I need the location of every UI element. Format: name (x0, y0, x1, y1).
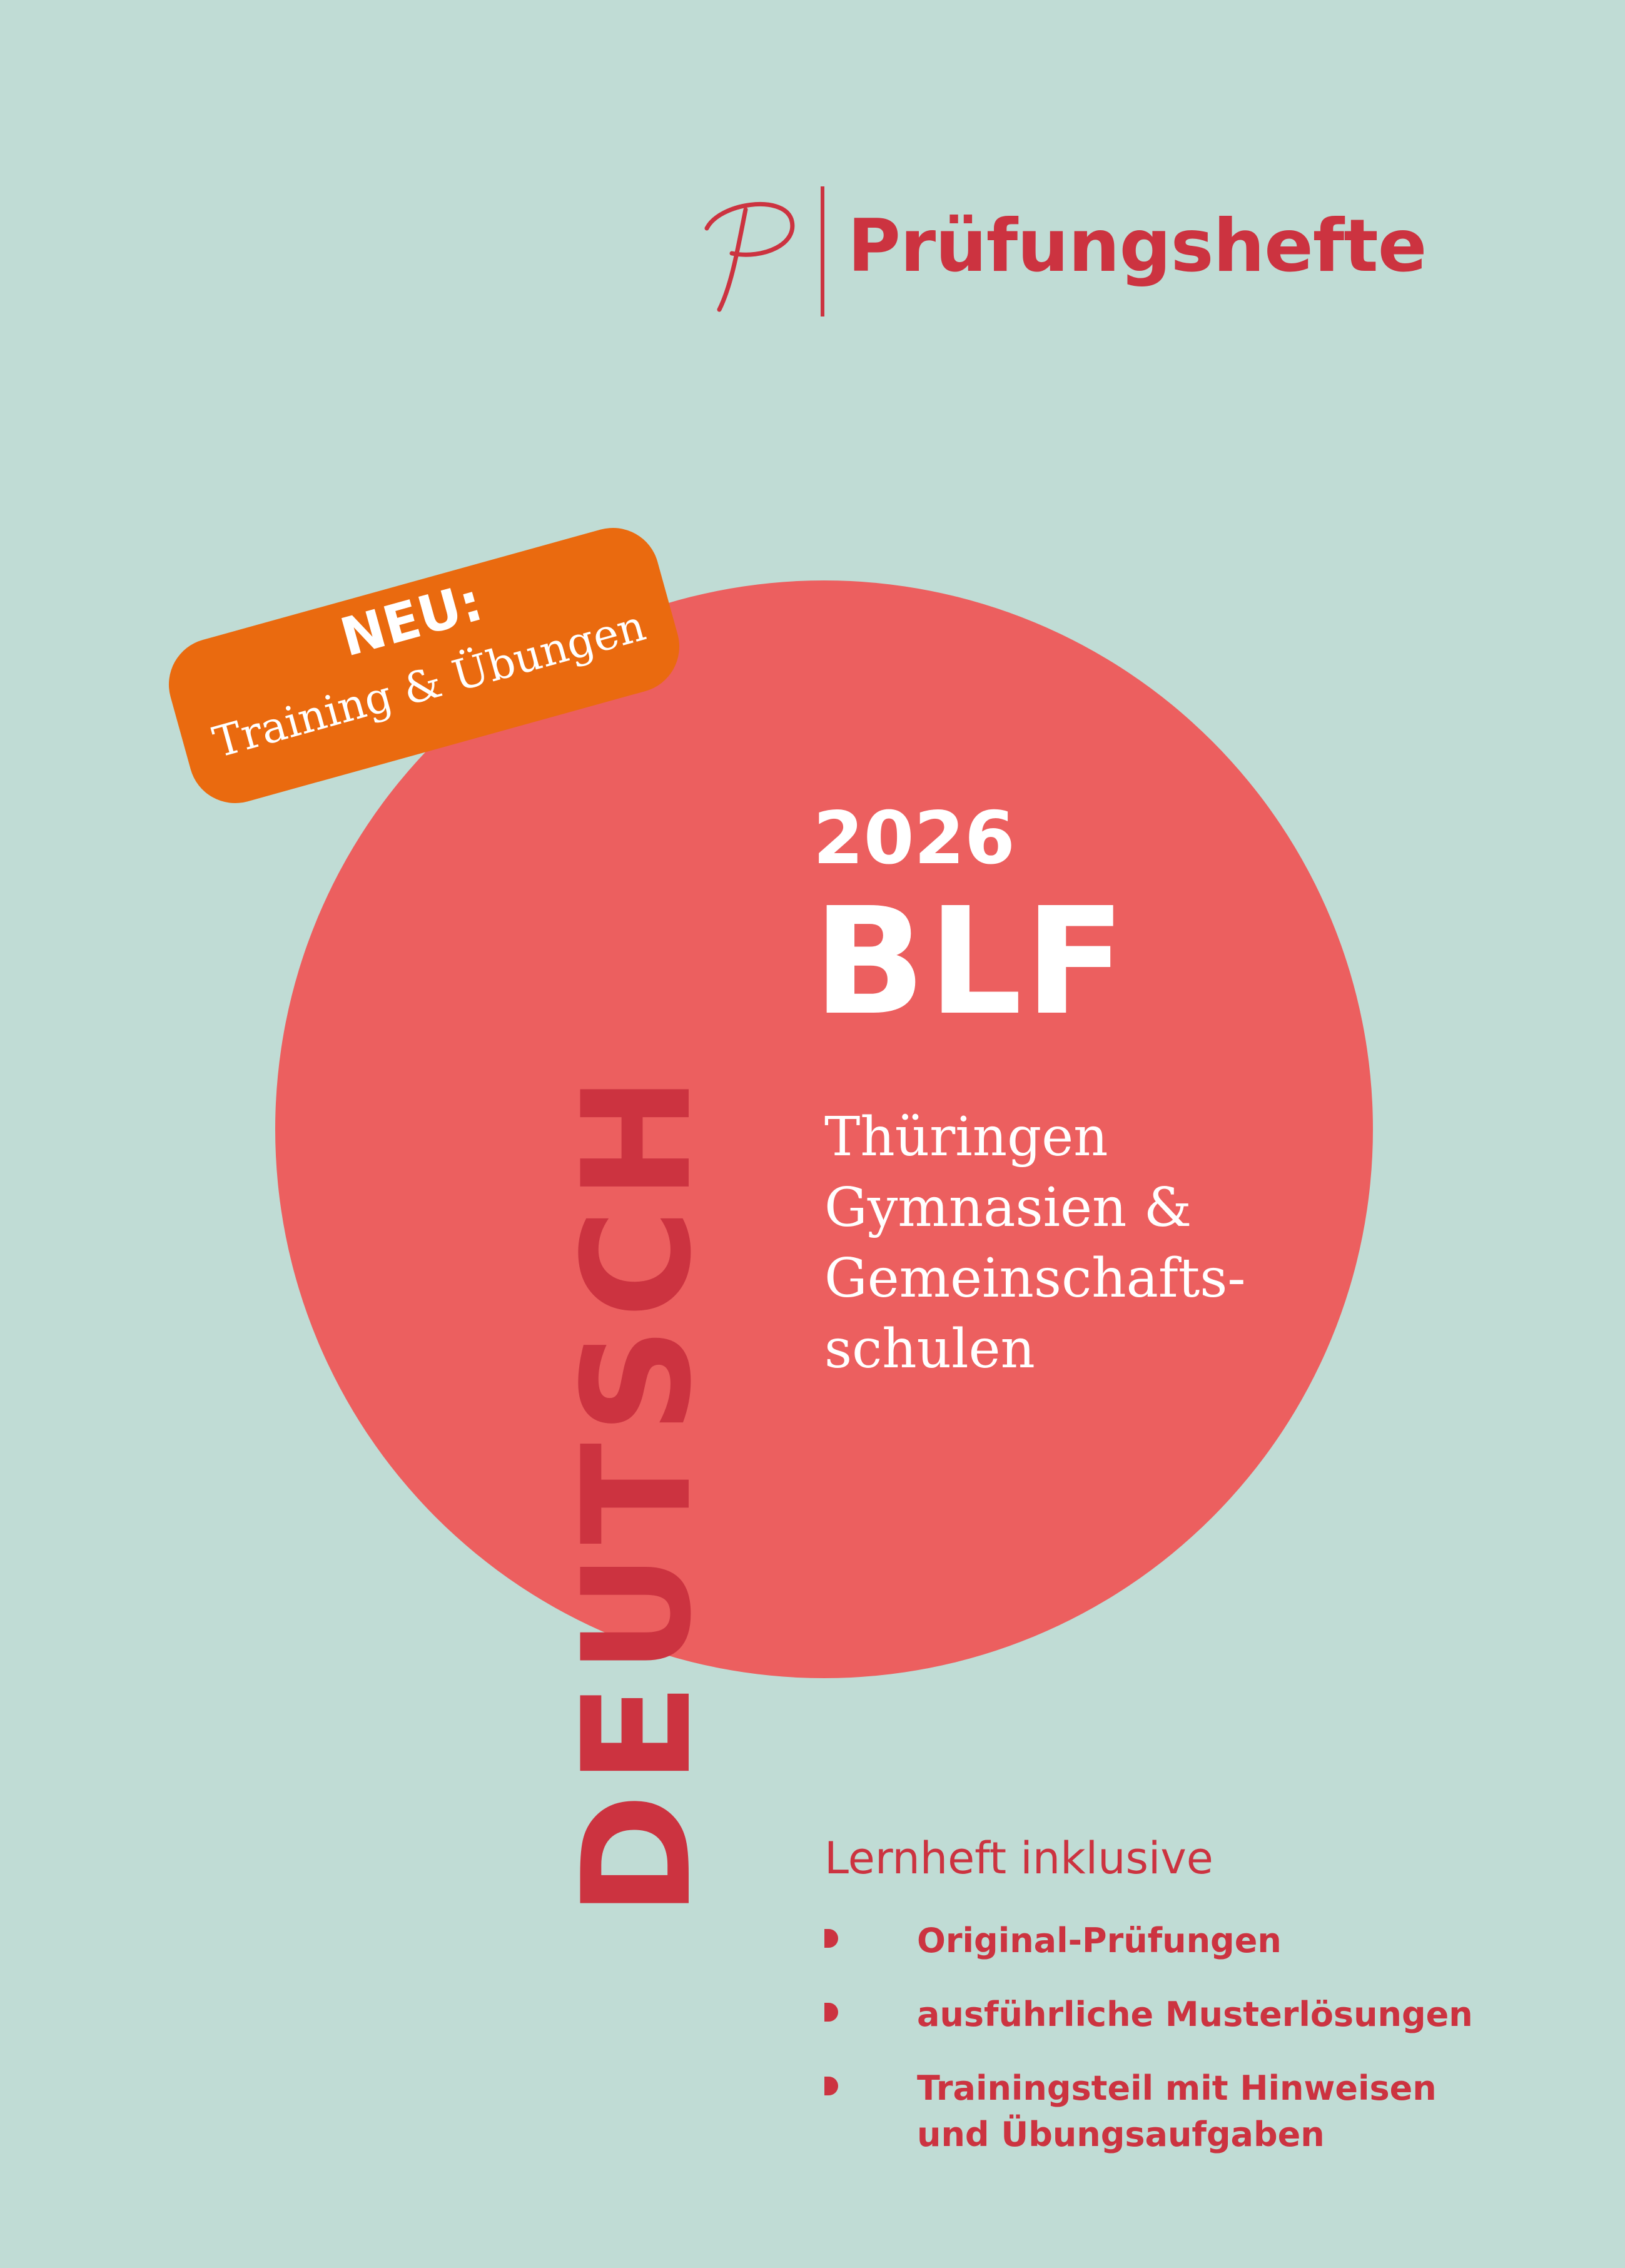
region-line: Thüringen (824, 1106, 1108, 1168)
region-text: Thüringen Gymnasien & Gemeinschafts- sch… (824, 1102, 1245, 1385)
logo-divider (821, 186, 824, 316)
region-line: Gymnasien & (824, 1177, 1192, 1239)
cover-circle (275, 580, 1373, 1678)
subject-vertical-title: DEUTSCH (551, 1066, 724, 1917)
half-circle-bullet-icon (824, 2077, 838, 2095)
half-circle-bullet-icon (824, 2003, 838, 2022)
cover-year: 2026 (813, 796, 1015, 881)
contents-intro: Lernheft inklusive (824, 1833, 1213, 1884)
half-circle-bullet-icon (824, 1929, 838, 1948)
exam-title: BLF (813, 876, 1128, 1048)
list-item-text: Original-Prüfungen (917, 1921, 1282, 1960)
subject-wrapper: DEUTSCH (551, 1048, 724, 1936)
list-item-text: ausführliche Musterlösungen (917, 1995, 1473, 2034)
script-p-logo-icon (704, 202, 795, 312)
region-line: schulen (824, 1318, 1035, 1380)
region-line: Gemeinschafts- (824, 1247, 1246, 1310)
brand-name: Prüfungshefte (848, 204, 1427, 288)
list-item-text: Trainingsteil mit Hinweisen und Übungsau… (917, 2068, 1437, 2154)
